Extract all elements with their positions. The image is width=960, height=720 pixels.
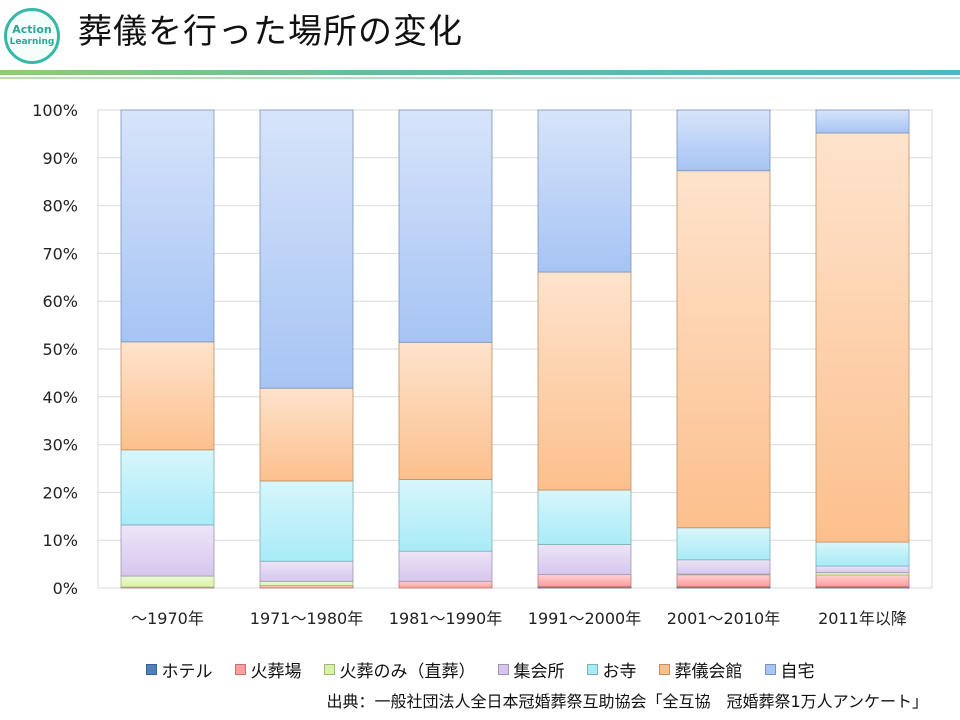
title-divider — [0, 70, 960, 75]
bar-segment — [537, 544, 632, 576]
x-category-label: 2011年以降 — [818, 609, 907, 628]
legend-item: 葬儀会館 — [658, 657, 743, 682]
bar-segment — [398, 341, 493, 480]
bar-segment — [259, 480, 354, 562]
legend-item: 集会所 — [497, 657, 565, 682]
bar-segment — [537, 109, 632, 273]
y-tick-label: 50% — [42, 340, 78, 359]
legend-label: ホテル — [161, 662, 213, 682]
title-divider-thin — [0, 77, 960, 79]
legend-swatch — [145, 664, 157, 675]
legend-swatch — [234, 664, 246, 675]
x-category-label: 1971～1980年 — [250, 609, 363, 628]
stacked-bar-chart: 0% 10% 20% 30% 40% 50% 60% 70% 80% 90% 100% ～1970年 1… — [32, 101, 933, 628]
bar-segment — [676, 109, 771, 172]
bar-segment — [815, 565, 910, 574]
legend-label: 自宅 — [780, 662, 815, 682]
x-category-label: 2001～2010年 — [667, 609, 780, 628]
bar-segment — [120, 524, 215, 577]
chart-legend: ホテル 火葬場 火葬のみ（直葬） 集会所 お寺 葬儀会館 自宅 — [0, 657, 960, 682]
source-note: 出典：一般社団法人全日本冠婚葬祭互助協会「全互協 冠婚葬祭1万人アンケート」 — [326, 692, 928, 711]
legend-swatch — [323, 664, 335, 675]
logo-line-1: Action — [12, 23, 52, 36]
page-title: 葬儀を行った場所の変化 — [78, 12, 463, 52]
bar-segment — [815, 109, 910, 134]
bar-segment — [815, 541, 910, 567]
legend-swatch — [764, 664, 776, 675]
y-tick-label: 90% — [42, 149, 78, 168]
legend-label: 火葬のみ（直葬） — [339, 662, 476, 682]
bar-segment — [259, 580, 354, 587]
bar-segment — [537, 574, 632, 587]
y-tick-label: 40% — [42, 388, 78, 407]
bar-segment — [398, 580, 493, 589]
bar-segment — [259, 560, 354, 582]
bar-segment — [676, 527, 771, 561]
legend-label: 火葬場 — [250, 662, 302, 682]
x-category-label: 1991～2000年 — [528, 609, 641, 628]
legend-item: 火葬のみ（直葬） — [323, 657, 476, 682]
legend-item: 火葬場 — [234, 657, 302, 682]
legend-label: 葬儀会館 — [674, 662, 743, 682]
legend-label: 集会所 — [513, 662, 565, 682]
bar-segment — [120, 341, 215, 451]
legend-label: お寺 — [602, 662, 637, 682]
bar-segment — [815, 132, 910, 543]
legend-swatch — [497, 664, 509, 675]
y-tick-label: 0% — [53, 579, 78, 598]
bar-segment — [537, 271, 632, 491]
logo-line-2: Learning — [9, 37, 55, 47]
y-tick-label: 100% — [32, 101, 78, 120]
bar-segment — [815, 574, 910, 587]
legend-item: 自宅 — [764, 657, 815, 682]
y-tick-label: 70% — [42, 244, 78, 263]
y-tick-label: 60% — [42, 292, 78, 311]
y-tick-label: 80% — [42, 197, 78, 216]
bar-segment — [259, 387, 354, 482]
y-tick-label: 10% — [42, 531, 78, 550]
legend-item: ホテル — [145, 657, 213, 682]
legend-swatch — [586, 664, 598, 675]
y-tick-label: 30% — [42, 436, 78, 455]
bar-segment — [398, 109, 493, 343]
bar-segment — [676, 170, 771, 529]
bar-segment — [676, 559, 771, 575]
x-category-label: ～1970年 — [131, 609, 204, 628]
legend-swatch — [658, 664, 670, 675]
bar-segment — [398, 479, 493, 552]
bar-segment — [676, 574, 771, 587]
bar-segment — [398, 550, 493, 582]
bar-segment — [120, 109, 215, 343]
legend-item: お寺 — [586, 657, 637, 682]
bar-segment — [120, 575, 215, 588]
bar-segment — [120, 449, 215, 526]
y-tick-label: 20% — [42, 483, 78, 502]
bar-segment — [537, 489, 632, 545]
x-category-label: 1981～1990年 — [389, 609, 502, 628]
bar-segment — [259, 109, 354, 389]
action-learning-logo: Action Learning — [4, 8, 60, 64]
